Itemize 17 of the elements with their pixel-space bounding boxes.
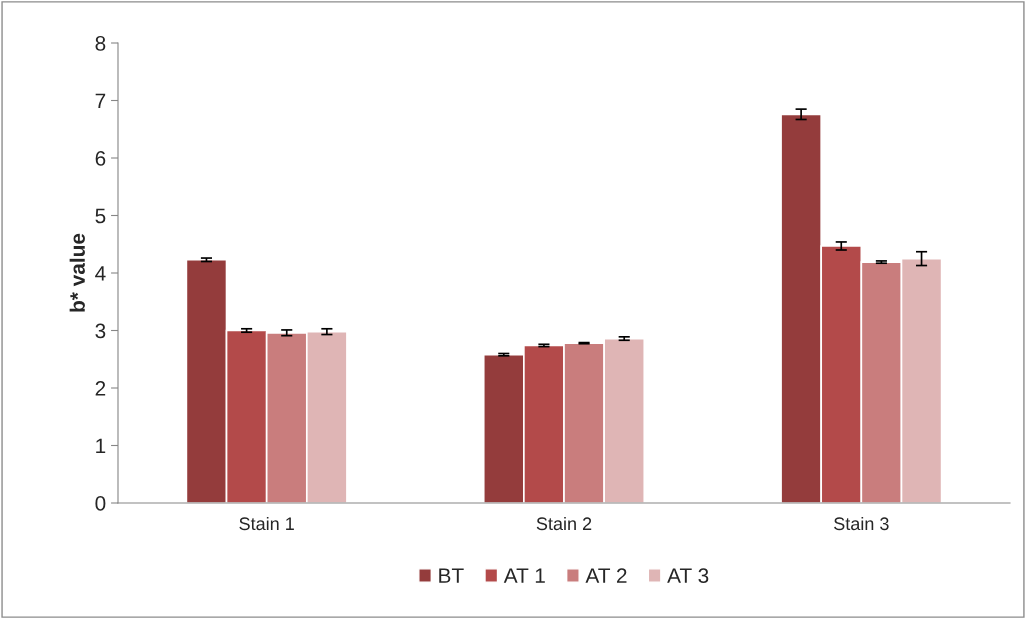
- y-tick-label: 1: [96, 438, 106, 454]
- y-tick-label: 3: [95, 323, 106, 339]
- y-tick-label: 0: [95, 496, 106, 511]
- x-tick-label: Stain 2: [536, 516, 592, 531]
- y-tick-label: 8: [95, 36, 106, 51]
- y-tick-label: 6: [95, 151, 106, 166]
- y-axis-title: b* value: [69, 233, 85, 312]
- y-tick-label: 7: [95, 93, 106, 109]
- legend-label: BT: [439, 568, 464, 583]
- legend-label: AT 1: [503, 568, 545, 583]
- y-tick-label: 4: [95, 266, 106, 281]
- legend-label: AT 3: [667, 568, 709, 584]
- y-tick-label: 2: [95, 381, 106, 396]
- y-tick-label: 5: [95, 208, 106, 224]
- x-tick-label: Stain 3: [834, 516, 889, 531]
- x-tick-label: Stain 1: [239, 516, 294, 531]
- legend-label: AT 2: [585, 568, 627, 583]
